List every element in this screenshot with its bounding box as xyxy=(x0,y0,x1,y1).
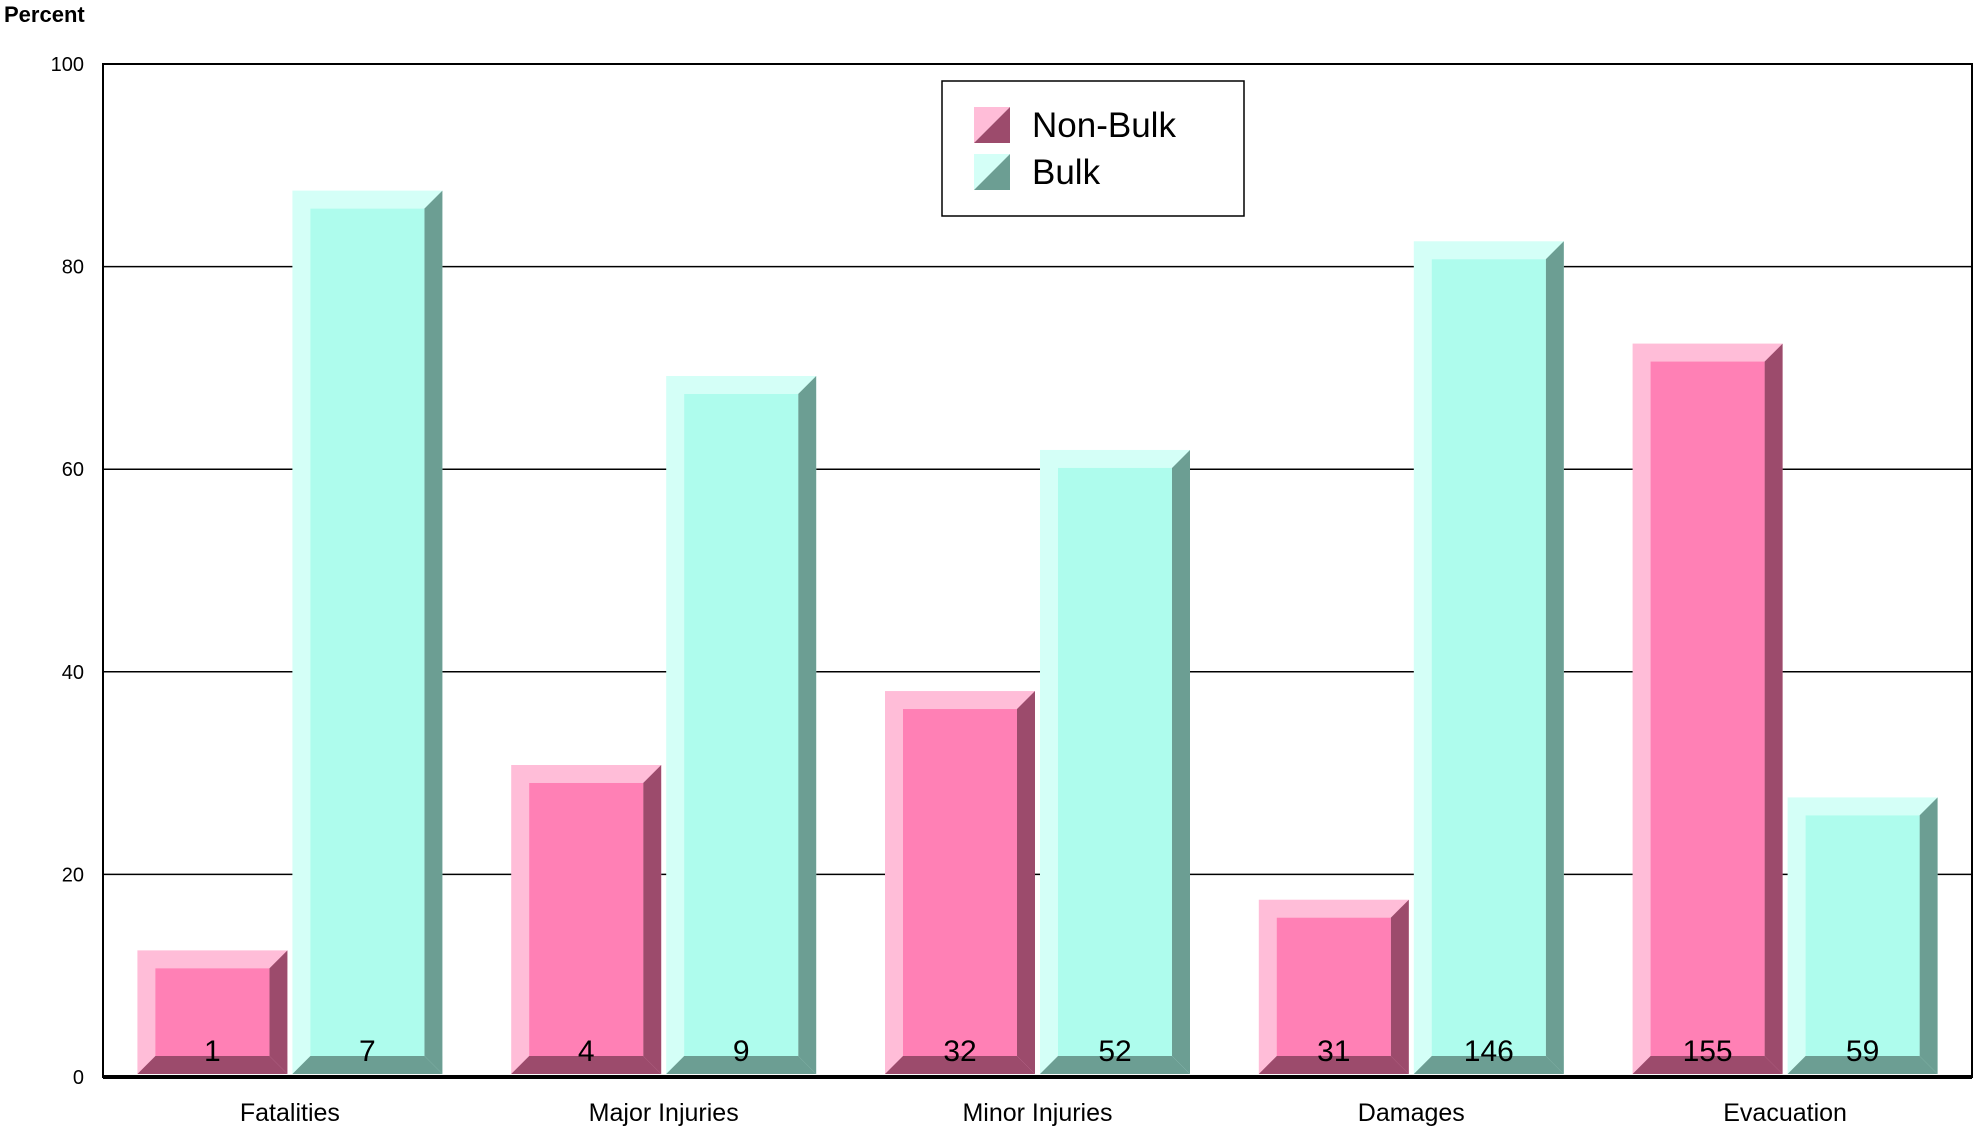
bar-bottom xyxy=(137,1056,288,1074)
bar-data-label: 146 xyxy=(1464,1035,1514,1068)
bar-bottom xyxy=(885,1056,1035,1074)
y-tick-label: 0 xyxy=(73,1067,84,1089)
y-tick-label: 80 xyxy=(62,257,84,279)
bar-non-bulk-fatalities xyxy=(137,950,288,1074)
legend-label: Bulk xyxy=(1032,153,1101,192)
bar-face xyxy=(1805,815,1920,1056)
bar-side xyxy=(269,950,288,1074)
bar-non-bulk-damages xyxy=(1258,899,1409,1074)
bar-bottom xyxy=(1632,1056,1783,1074)
bar-face xyxy=(1431,259,1546,1056)
bar-data-label: 4 xyxy=(578,1035,595,1068)
bar-face xyxy=(529,782,644,1056)
bar-face xyxy=(684,394,799,1056)
bar-face xyxy=(903,709,1017,1056)
x-tick-label: Damages xyxy=(1358,1099,1465,1127)
x-tick-label: Major Injuries xyxy=(589,1099,739,1127)
bar-data-label: 1 xyxy=(204,1035,221,1068)
bar-face xyxy=(1276,917,1391,1056)
bar-bottom xyxy=(511,1056,662,1074)
y-tick-label: 40 xyxy=(62,662,84,684)
bar-bulk-major-injuries xyxy=(666,376,817,1074)
x-tick-label: Minor Injuries xyxy=(962,1099,1112,1127)
bar-data-label: 32 xyxy=(943,1035,976,1068)
legend: Non-Bulk Bulk xyxy=(941,80,1245,217)
bars: 1 7 4 9 32 52 31 146 155 59 xyxy=(137,190,1938,1074)
bar-non-bulk-major-injuries xyxy=(511,764,662,1074)
y-tick-label: 60 xyxy=(62,459,84,481)
legend-swatch-non-bulk xyxy=(974,107,1010,143)
bar-data-label: 9 xyxy=(733,1035,750,1068)
x-tick-label: Fatalities xyxy=(240,1099,340,1127)
legend-label: Non-Bulk xyxy=(1032,106,1176,145)
bar-data-label: 7 xyxy=(359,1035,376,1068)
y-axis-title: Percent xyxy=(4,2,85,27)
bar-side xyxy=(1172,449,1190,1074)
bar-side xyxy=(1919,797,1938,1074)
bar-bottom xyxy=(1040,1056,1190,1074)
legend-swatch-bulk xyxy=(974,154,1010,190)
bar-side xyxy=(1390,899,1409,1074)
bar-bottom xyxy=(1258,1056,1409,1074)
bar-side xyxy=(424,190,443,1074)
bar-side xyxy=(1545,241,1564,1074)
bar-face xyxy=(310,208,425,1056)
bar-side xyxy=(798,376,817,1074)
bar-data-label: 52 xyxy=(1098,1035,1131,1068)
y-tick-label: 100 xyxy=(51,54,84,76)
bar-bottom xyxy=(1787,1056,1938,1074)
bar-face xyxy=(1650,361,1765,1056)
bar-bottom xyxy=(666,1056,817,1074)
bar-face xyxy=(155,968,270,1056)
y-tick-labels: 0 20 40 60 80 100 xyxy=(51,54,84,1089)
bar-bulk-minor-injuries xyxy=(1040,449,1190,1074)
bar-bulk-damages xyxy=(1413,241,1564,1074)
x-tick-label: Evacuation xyxy=(1723,1099,1847,1127)
bar-bottom xyxy=(1413,1056,1564,1074)
bar-side xyxy=(643,764,662,1074)
bar-data-label: 155 xyxy=(1683,1035,1733,1068)
legend-box xyxy=(941,80,1245,217)
bar-data-label: 59 xyxy=(1846,1035,1879,1068)
bar-face xyxy=(1058,467,1172,1056)
bar-side xyxy=(1764,343,1783,1074)
bar-bulk-evacuation xyxy=(1787,797,1938,1074)
bar-non-bulk-minor-injuries xyxy=(885,691,1035,1074)
bar-data-label: 31 xyxy=(1317,1035,1350,1068)
legend-swatch-dark xyxy=(974,107,1010,143)
y-tick-label: 20 xyxy=(62,864,84,886)
bar-non-bulk-evacuation xyxy=(1632,343,1783,1074)
x-tick-labels: Fatalities Major Injuries Minor Injuries Da… xyxy=(240,1099,1847,1127)
bar-side xyxy=(1017,691,1035,1074)
bar-bulk-fatalities xyxy=(292,190,443,1074)
legend-swatch-dark xyxy=(974,154,1010,190)
bar-bottom xyxy=(292,1056,443,1074)
